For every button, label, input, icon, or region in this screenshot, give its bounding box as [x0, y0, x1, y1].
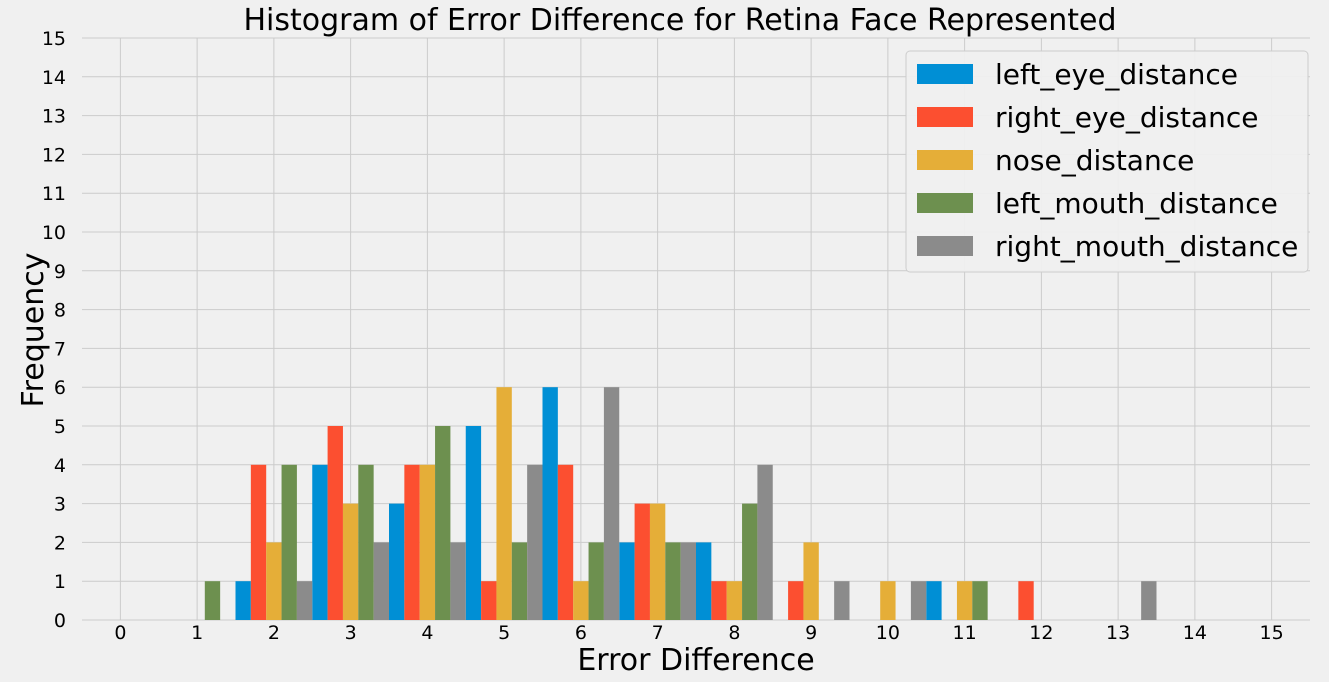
bar-left-eye-distance [235, 581, 251, 620]
x-tick-label: 2 [268, 622, 280, 644]
x-tick-label: 4 [421, 622, 433, 644]
y-tick-label: 13 [42, 106, 66, 128]
bar-right-eye-distance [1018, 581, 1034, 620]
bar-right-mouth-distance [603, 387, 620, 620]
bar-right-mouth-distance [296, 581, 313, 620]
bar-left-eye-distance [619, 542, 635, 620]
bar-right-mouth-distance [910, 581, 927, 620]
x-tick-label: 1 [191, 622, 203, 644]
x-tick-label: 11 [953, 622, 977, 644]
bar-left-mouth-distance [665, 542, 681, 620]
y-tick-label: 8 [54, 300, 66, 322]
x-tick-label: 5 [498, 622, 510, 644]
legend-swatch [917, 236, 973, 256]
legend-label: left_mouth_distance [995, 187, 1278, 220]
x-tick-label: 13 [1106, 622, 1130, 644]
y-tick-label: 9 [54, 261, 66, 283]
legend-label: left_eye_distance [995, 58, 1238, 91]
bar-left-mouth-distance [742, 503, 758, 620]
y-tick-label: 3 [54, 494, 66, 516]
legend-swatch [917, 107, 973, 127]
y-tick-label: 10 [42, 222, 66, 244]
y-tick-label: 1 [54, 571, 66, 593]
y-tick-label: 14 [42, 67, 66, 89]
bar-nose-distance [342, 503, 359, 620]
bar-right-mouth-distance [680, 542, 696, 620]
bar-nose-distance [419, 464, 436, 620]
bar-nose-distance [956, 581, 973, 620]
y-tick-label: 12 [42, 144, 66, 166]
y-axis-title: Frequency [16, 253, 51, 408]
bar-left-mouth-distance [435, 426, 451, 620]
bar-nose-distance [803, 542, 819, 620]
x-tick-label: 8 [728, 622, 740, 644]
y-tick-label: 11 [42, 183, 66, 205]
bar-left-eye-distance [389, 503, 405, 620]
bar-right-eye-distance [711, 581, 727, 620]
bar-left-mouth-distance [511, 542, 528, 620]
y-tick-label: 6 [54, 377, 66, 399]
bar-right-eye-distance [788, 581, 804, 620]
x-tick-label: 15 [1260, 622, 1284, 644]
x-tick-label: 9 [805, 622, 817, 644]
legend-box [905, 50, 1309, 273]
bar-left-eye-distance [926, 581, 942, 620]
bar-right-eye-distance [557, 464, 574, 620]
x-tick-label: 10 [876, 622, 900, 644]
legend-swatch [917, 64, 973, 84]
bars [204, 387, 1157, 620]
y-tick-label: 5 [54, 416, 66, 438]
bar-right-eye-distance [481, 581, 497, 620]
legend-label: right_eye_distance [995, 101, 1258, 134]
legend-label: right_mouth_distance [995, 230, 1298, 263]
x-tick-labels: 0 1 2 3 4 5 6 7 8 9 10 11 12 13 14 15 [114, 622, 1283, 644]
legend-swatch [917, 193, 973, 213]
bar-right-mouth-distance [834, 581, 850, 620]
bar-left-mouth-distance [281, 464, 297, 620]
bar-left-mouth-distance [588, 542, 604, 620]
x-tick-label: 12 [1029, 622, 1053, 644]
bar-left-mouth-distance [204, 581, 221, 620]
legend: left_eye_distance right_eye_distance nose_… [905, 50, 1309, 273]
legend-swatch [917, 150, 973, 170]
y-tick-label: 0 [54, 610, 66, 632]
bar-right-mouth-distance [1141, 581, 1157, 620]
x-tick-label: 14 [1183, 622, 1207, 644]
bar-right-mouth-distance [527, 464, 543, 620]
bar-nose-distance [726, 581, 743, 620]
y-tick-label: 4 [54, 455, 66, 477]
bar-left-mouth-distance [358, 464, 374, 620]
y-tick-label: 15 [42, 28, 66, 50]
y-tick-label: 7 [54, 338, 66, 360]
chart-title: Histogram of Error Difference for Retina… [243, 3, 1116, 38]
x-tick-label: 6 [575, 622, 587, 644]
bar-left-eye-distance [465, 426, 482, 620]
x-axis-title: Error Difference [577, 643, 814, 678]
bar-right-mouth-distance [373, 542, 389, 620]
bar-right-mouth-distance [757, 464, 773, 620]
bar-left-eye-distance [542, 387, 558, 620]
bar-right-eye-distance [327, 426, 343, 620]
bar-nose-distance [496, 387, 512, 620]
bar-left-eye-distance [312, 464, 328, 620]
bar-right-mouth-distance [450, 542, 466, 620]
y-tick-label: 2 [54, 532, 66, 554]
bar-right-eye-distance [250, 464, 267, 620]
x-tick-label: 0 [114, 622, 126, 644]
bar-right-eye-distance [404, 464, 420, 620]
x-tick-label: 7 [652, 622, 664, 644]
bar-right-eye-distance [634, 503, 650, 620]
bar-nose-distance [573, 581, 589, 620]
bar-nose-distance [880, 581, 896, 620]
x-tick-label: 3 [345, 622, 357, 644]
legend-label: nose_distance [995, 144, 1194, 177]
bar-left-mouth-distance [972, 581, 988, 620]
bar-nose-distance [649, 503, 666, 620]
bar-left-eye-distance [696, 542, 712, 620]
bar-nose-distance [266, 542, 282, 620]
